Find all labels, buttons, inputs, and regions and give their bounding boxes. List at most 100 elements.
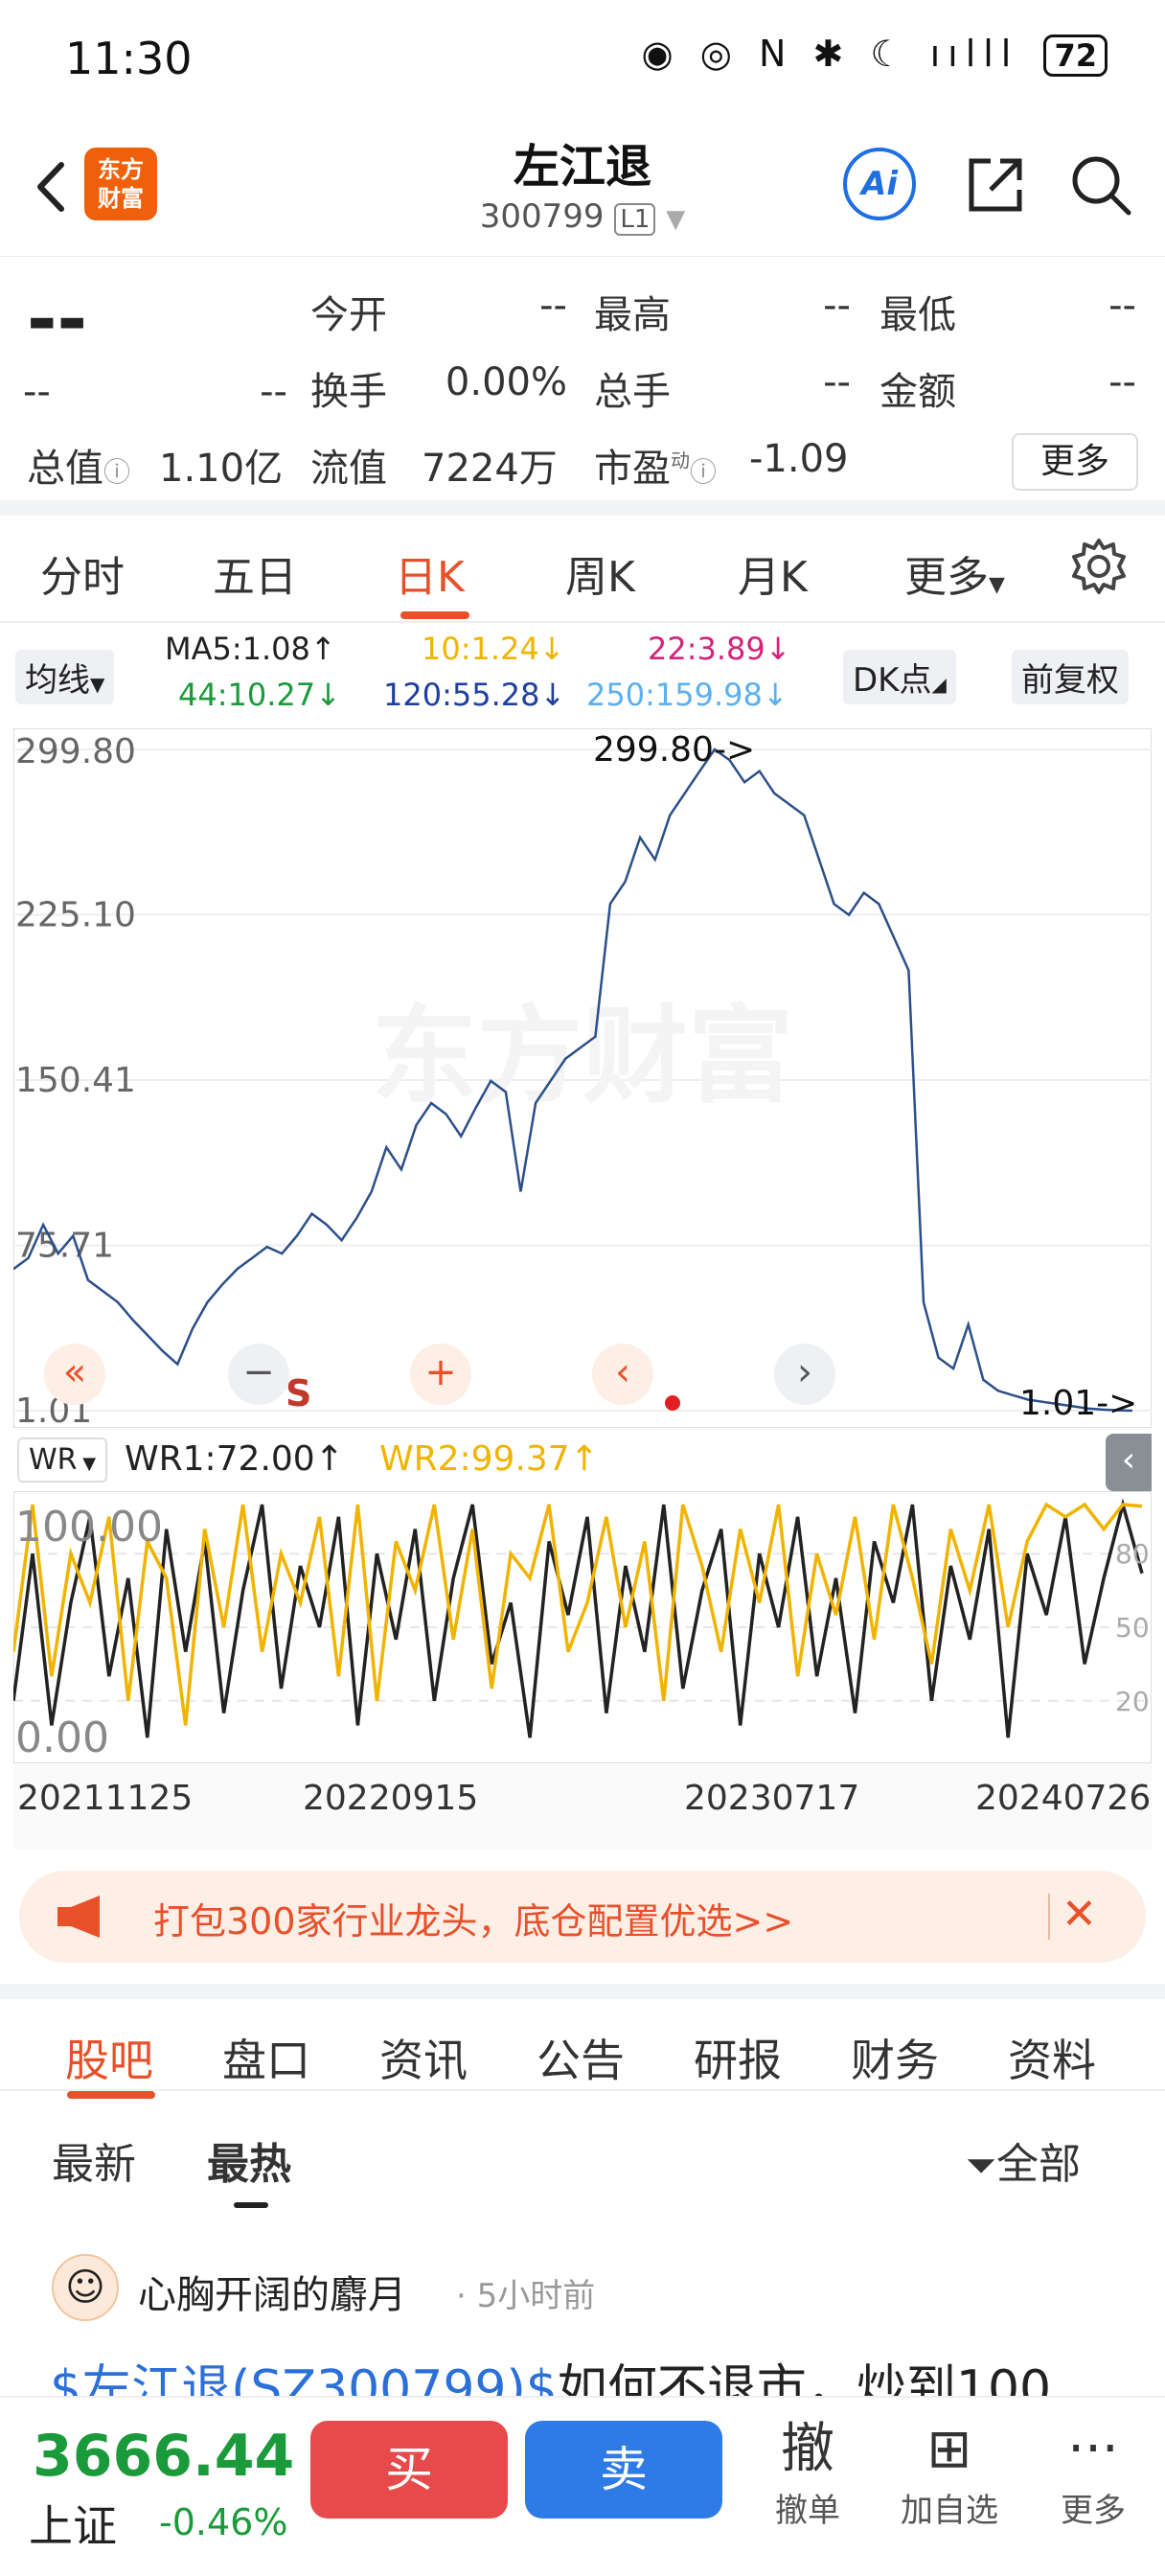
tab-weekly-k[interactable]: 周K xyxy=(565,553,635,602)
stock-tag[interactable]: $左江退(SZ300799)$ xyxy=(50,2360,558,2398)
y-tick-label-right: 50 xyxy=(1115,1612,1150,1644)
pe-super: 动 xyxy=(671,448,690,472)
date-axis: 20211125 20220915 20230717 20240726 xyxy=(13,1763,1152,1850)
price-line-group xyxy=(13,748,1133,1413)
ma44-value: 44:10.27↓ xyxy=(178,677,341,713)
promo-banner[interactable]: 打包300家行业龙头，底仓配置优选>> ✕ xyxy=(19,1871,1146,1963)
stock-code: 300799 xyxy=(479,197,605,236)
scroll-right-icon[interactable]: › xyxy=(774,1344,835,1405)
ai-assistant-icon[interactable]: Ai xyxy=(843,148,916,220)
post-body: 如何不退市，炒到100 xyxy=(557,2360,1052,2398)
zoom-in-icon[interactable]: + xyxy=(410,1344,471,1405)
rewind-icon[interactable]: « xyxy=(44,1344,105,1405)
index-value[interactable]: 3666.44 xyxy=(33,2423,295,2490)
back-icon[interactable] xyxy=(25,153,82,220)
y-tick-label: 0.00 xyxy=(15,1714,109,1762)
ma22-value: 22:3.89↓ xyxy=(648,631,791,667)
share-icon[interactable] xyxy=(962,151,1029,218)
status-time: 11:30 xyxy=(65,33,193,84)
cancel-order-button[interactable]: 撤 撤单 xyxy=(745,2415,870,2531)
dk-point-button[interactable]: DK点◢ xyxy=(843,650,956,704)
dropdown-triangle-icon: ▼ xyxy=(989,573,1005,597)
sell-button[interactable]: 卖 xyxy=(525,2421,722,2518)
mktcap-label: 总值ⓘ xyxy=(27,447,131,491)
add-square-icon: ⊞ xyxy=(926,2418,972,2480)
ma250-value: 250:159.98↓ xyxy=(586,677,788,713)
megaphone-icon xyxy=(57,1896,100,1938)
pe-value: -1.09 xyxy=(749,437,849,481)
tab-daily-k[interactable]: 日K xyxy=(395,553,465,602)
tab-five-day[interactable]: 五日 xyxy=(213,553,297,602)
gear-icon[interactable] xyxy=(1069,537,1129,596)
post-time: · 5小时前 xyxy=(456,2277,596,2315)
wr-chart[interactable]: 100.00 0.00 80 50 20 xyxy=(11,1490,1153,1764)
wr-lines xyxy=(11,1498,1144,1738)
price-change-pct: -- xyxy=(260,370,287,414)
scroll-left-icon[interactable]: ‹ xyxy=(592,1344,653,1405)
ma5-value: MA5:1.08↑ xyxy=(165,631,336,667)
wr2-value: WR2:99.37↑ xyxy=(379,1439,599,1479)
avatar[interactable]: ☺ xyxy=(52,2254,119,2321)
more-menu-button[interactable]: ··· 更多 xyxy=(1031,2415,1155,2531)
tab-orderbook[interactable]: 盘口 xyxy=(222,2035,310,2086)
quote-panel: -- -- -- 今开 -- 最高 -- 最低 -- 换手 0.00% 总手 -… xyxy=(0,257,1165,516)
filter-button[interactable]: ⏷全部 xyxy=(966,2140,1081,2189)
y-tick-label: 225.10 xyxy=(15,896,136,935)
tab-research[interactable]: 研报 xyxy=(694,2035,782,2086)
date-tick: 20220915 xyxy=(303,1779,479,1818)
high-value: -- xyxy=(823,284,851,328)
turnover-label: 换手 xyxy=(310,370,387,414)
add-watchlist-button[interactable]: ⊞ 加自选 xyxy=(887,2415,1012,2531)
volume-label: 总手 xyxy=(594,370,671,414)
sell-marker: S xyxy=(286,1372,312,1414)
ma10-value: 10:1.24↓ xyxy=(422,631,565,667)
search-icon[interactable] xyxy=(1067,151,1134,218)
close-icon[interactable]: ✕ xyxy=(1062,1890,1097,1939)
tab-monthly-k[interactable]: 月K xyxy=(738,553,808,602)
pe-label: 市盈动ⓘ xyxy=(594,447,718,491)
low-label: 最低 xyxy=(879,293,956,337)
tab-more[interactable]: 更多▼ xyxy=(904,553,1005,602)
post-text[interactable]: $左江退(SZ300799)$如何不退市，炒到100 xyxy=(50,2348,1051,2398)
tab-guba[interactable]: 股吧 xyxy=(65,2035,153,2086)
tab-finance[interactable]: 财务 xyxy=(851,2035,939,2086)
zoom-out-icon[interactable]: − xyxy=(228,1344,289,1405)
filter-icon: ⏷ xyxy=(966,2144,996,2188)
post-username[interactable]: 心胸开阔的麝月 xyxy=(138,2273,406,2317)
cancel-order-label: 撤单 xyxy=(775,2492,840,2530)
high-label: 最高 xyxy=(594,293,671,337)
more-dots-icon: ··· xyxy=(1067,2418,1119,2480)
open-value: -- xyxy=(539,284,567,328)
tab-intraday[interactable]: 分时 xyxy=(40,553,125,602)
stock-code-row[interactable]: 300799 L1 ▼ xyxy=(0,197,1165,236)
info-icon: ⓘ xyxy=(103,456,131,488)
tab-latest[interactable]: 最新 xyxy=(52,2140,136,2189)
index-change: -0.46% xyxy=(159,2501,288,2543)
y-tick-label-right: 80 xyxy=(1115,1538,1150,1570)
date-tick: 20211125 xyxy=(17,1779,194,1818)
tab-announcements[interactable]: 公告 xyxy=(537,2035,625,2086)
wr1-value: WR1:72.00↑ xyxy=(125,1439,344,1479)
tab-hottest[interactable]: 最热 xyxy=(207,2140,291,2189)
wr-select[interactable]: WR ▼ xyxy=(17,1438,108,1483)
tab-profile[interactable]: 资料 xyxy=(1008,2035,1096,2086)
buy-button[interactable]: 买 xyxy=(310,2421,508,2518)
tab-news[interactable]: 资讯 xyxy=(379,2035,468,2086)
status-bar: 11:30 ◉ ◎ N ✱ ☾ ıılll 72 xyxy=(0,0,1165,115)
header: 东方 财富 左江退 300799 L1 ▼ Ai xyxy=(0,115,1165,257)
ma120-value: 120:55.28↓ xyxy=(383,677,566,713)
adjust-button[interactable]: 前复权 xyxy=(1012,650,1129,704)
wr-axis-ticks: 100.00 0.00 80 50 20 xyxy=(15,1503,1150,1762)
ma-select[interactable]: 均线▼ xyxy=(15,650,115,704)
active-tab-indicator xyxy=(67,2091,155,2099)
status-icons: ◉ ◎ N ✱ ☾ ıılll 72 xyxy=(642,33,1108,77)
kline-chart[interactable]: 东方财富 299.80 225.10 150.41 75.71 1.01 299.80-… xyxy=(13,728,1152,1428)
eastmoney-logo: 东方 财富 xyxy=(84,148,157,220)
collapse-panel-icon[interactable]: ‹ xyxy=(1106,1434,1152,1491)
wr-chart-svg: 100.00 0.00 80 50 20 xyxy=(11,1490,1153,1764)
logo-line2: 财富 xyxy=(98,185,144,212)
logo-line1: 东方 xyxy=(98,156,144,183)
quote-more-button[interactable]: 更多 xyxy=(1012,433,1138,491)
current-price: -- xyxy=(27,276,88,361)
